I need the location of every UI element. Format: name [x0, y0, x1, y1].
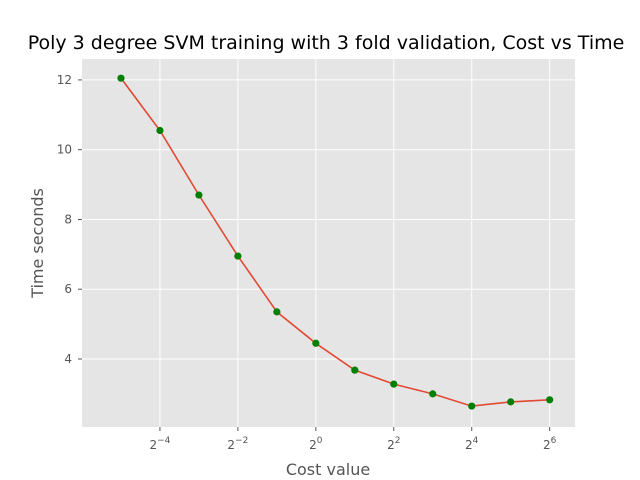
- data-point: [312, 339, 320, 347]
- chart-title: Poly 3 degree SVM training with 3 fold v…: [28, 32, 625, 54]
- data-point: [468, 402, 476, 410]
- x-axis: 2−4 2−2 20 22 24 26: [149, 427, 557, 452]
- y-axis-label: Time seconds: [28, 188, 47, 299]
- data-point: [351, 366, 359, 374]
- data-point: [390, 380, 398, 388]
- x-tick-label: 22: [387, 436, 400, 452]
- x-tick-label: 20: [309, 436, 323, 452]
- y-axis: 4 6 8 10 12: [57, 73, 82, 366]
- y-tick-label: 6: [64, 282, 72, 296]
- x-tick-label: 2−2: [227, 436, 248, 452]
- plot-area: [82, 59, 575, 427]
- y-tick-label: 12: [57, 73, 72, 87]
- data-point: [195, 191, 203, 199]
- x-tick-label: 24: [465, 436, 479, 452]
- data-point: [429, 390, 437, 398]
- data-point: [117, 74, 125, 82]
- x-axis-label: Cost value: [286, 460, 370, 479]
- data-point: [546, 396, 554, 404]
- data-point: [507, 398, 515, 406]
- series: [117, 74, 554, 410]
- series-line: [120, 77, 550, 407]
- data-point: [156, 126, 164, 135]
- y-tick-label: 10: [57, 143, 72, 157]
- x-tick-label: 2−4: [149, 436, 170, 452]
- x-tick-label: 26: [543, 436, 557, 452]
- grid: [82, 59, 575, 427]
- y-tick-label: 8: [64, 212, 72, 226]
- data-point: [234, 252, 242, 260]
- y-tick-label: 4: [64, 352, 72, 366]
- data-point: [273, 308, 281, 316]
